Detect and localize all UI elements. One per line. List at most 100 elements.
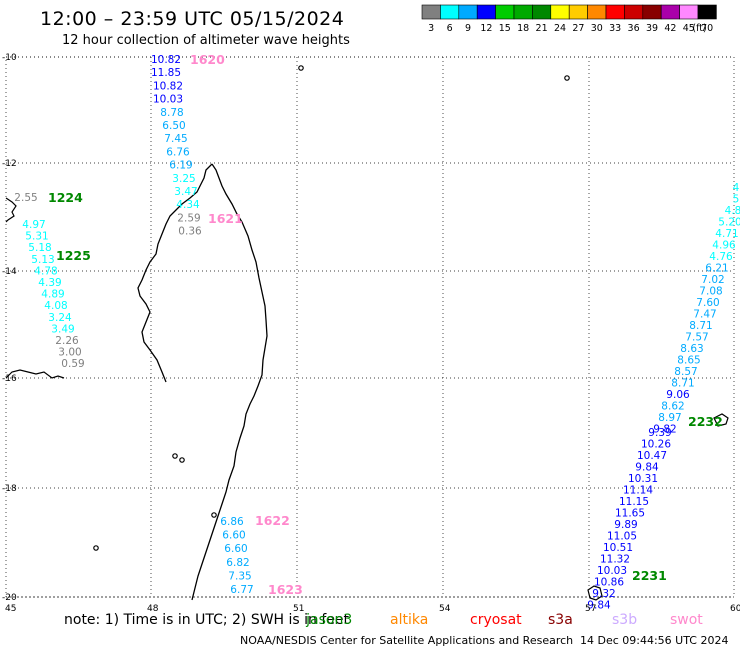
track-time-label: 1225 <box>56 248 91 263</box>
wave-height-value: 2.59 <box>177 212 200 224</box>
track-time-label: 1620 <box>190 52 225 67</box>
wave-height-value: 8.65 <box>677 355 700 367</box>
track-time-label: 2232 <box>688 414 723 429</box>
wave-height-value: 4.89 <box>41 289 64 301</box>
wave-height-value: 11.05 <box>607 531 637 543</box>
wave-height-value: 6.86 <box>220 516 244 528</box>
wave-height-value: 7.47 <box>693 309 716 321</box>
satellite-altika: altika <box>390 612 429 628</box>
wave-height-value: 8.57 <box>674 366 697 378</box>
wave-height-value: 7.02 <box>701 274 724 286</box>
wave-height-value: 6.82 <box>226 557 249 569</box>
legend-unit: (ft) <box>692 23 706 34</box>
wave-height-value: 10.03 <box>153 94 183 106</box>
note-units: in feet <box>304 612 350 628</box>
wave-height-value: 9.39 <box>648 427 671 439</box>
wave-height-value: 8.62 <box>661 401 684 413</box>
wave-height-value: 11.85 <box>151 67 181 79</box>
legend-swatch <box>587 4 607 20</box>
madagascar-northwest-coast <box>137 163 213 383</box>
color-legend: 3 6 9 12 15 18 21 24 27 30 33 36 39 42 45 70(ft) <box>421 4 717 34</box>
track-2232: 454.85.204.714.964.766.217.027.087.607.4… <box>653 182 740 436</box>
wave-height-value: 3.00 <box>58 347 81 359</box>
satellite-cryosat: cryosat <box>470 612 522 628</box>
wave-height-value: 10.26 <box>641 439 671 451</box>
track-2231: 9.3910.2610.479.8410.3111.1411.1511.659.… <box>587 427 671 612</box>
wave-height-value: 11.32 <box>600 554 630 566</box>
longitude-label: 51 <box>293 604 304 614</box>
wave-height-value: 6.60 <box>224 543 247 555</box>
legend-label: 18 <box>517 23 529 34</box>
legend-label: 45 <box>683 23 695 34</box>
track-time-label: 2231 <box>632 568 667 583</box>
track-1623: 1623 <box>268 582 303 597</box>
longitude-label: 45 <box>5 604 16 614</box>
legend-label: 42 <box>664 23 676 34</box>
legend-swatch <box>679 4 699 20</box>
footer-note: note: 1) Time is in UTC; 2) SWH is in fe… <box>64 612 353 628</box>
island-outline <box>564 75 570 81</box>
wave-height-value: 2.55 <box>14 192 37 204</box>
jason3-label: jason3 <box>306 612 353 628</box>
legend-swatch <box>458 4 478 20</box>
legend-swatch <box>440 4 460 20</box>
wave-height-value: 7.35 <box>228 570 251 582</box>
wave-height-value: 11.14 <box>623 485 653 497</box>
legend-label: 33 <box>609 23 621 34</box>
coastline <box>5 65 729 601</box>
wave-height-value: 7.45 <box>164 133 187 145</box>
track-time-label: 1621 <box>208 211 243 226</box>
wave-height-value: 8.71 <box>689 320 712 332</box>
legend-label: 27 <box>572 23 584 34</box>
wave-height-value: 6.50 <box>162 120 185 132</box>
wave-height-value: 2.26 <box>55 335 79 347</box>
track-time-label: 1623 <box>268 582 303 597</box>
legend-swatch <box>476 4 496 20</box>
wave-height-value: 10.82 <box>153 80 183 92</box>
latitude-label: -14 <box>2 267 17 277</box>
longitude-label: 48 <box>147 604 159 614</box>
wave-height-value: 9.32 <box>592 588 615 600</box>
mauritius-coast <box>713 413 729 427</box>
track-1621: 1621 <box>208 211 243 226</box>
legend-label: 3 <box>428 23 434 34</box>
legend-label: 6 <box>447 23 453 34</box>
wave-height-value: 6.76 <box>166 146 190 158</box>
wave-height-value: 8.78 <box>160 107 183 119</box>
wave-height-value: 9.82 <box>653 424 676 436</box>
madagascar-east-coast <box>191 163 268 601</box>
wave-height-value: 3.47 <box>174 186 197 198</box>
wave-height-value: 10.86 <box>594 577 624 589</box>
island-outline <box>211 512 217 518</box>
wave-height-value: 7.08 <box>699 286 722 298</box>
legend-label: 12 <box>480 23 492 34</box>
wave-height-value: 4.39 <box>38 277 61 289</box>
legend-label: 70 <box>701 23 713 34</box>
legend-swatch <box>495 4 515 20</box>
reunion-coast <box>587 585 603 601</box>
wave-height-value: 7.60 <box>696 297 719 309</box>
wave-height-value: 3.25 <box>172 173 195 185</box>
wave-height-value: 0.59 <box>61 358 84 370</box>
wave-height-value: 9.06 <box>666 389 690 401</box>
longitude-label: 57 <box>585 604 596 614</box>
island-outline <box>93 545 99 551</box>
wave-height-value: 4 <box>733 182 740 194</box>
longitude-label: 54 <box>439 604 451 614</box>
wave-height-value: 9.84 <box>635 462 659 474</box>
wave-height-value: 3.24 <box>48 312 72 324</box>
legend-swatch <box>550 4 570 20</box>
map-subtitle: 12 hour collection of altimeter wave hei… <box>62 33 350 48</box>
wave-height-value: 6.77 <box>230 584 253 596</box>
wave-height-value: 9.84 <box>587 600 611 612</box>
legend-swatch <box>513 4 533 20</box>
track-1224: 2.55 1224 <box>14 190 83 205</box>
wave-height-value: 3.49 <box>51 323 74 335</box>
satellite-s3a: s3a <box>548 612 573 628</box>
legend-label: 9 <box>465 23 471 34</box>
wave-height-value: 4.76 <box>709 251 733 263</box>
